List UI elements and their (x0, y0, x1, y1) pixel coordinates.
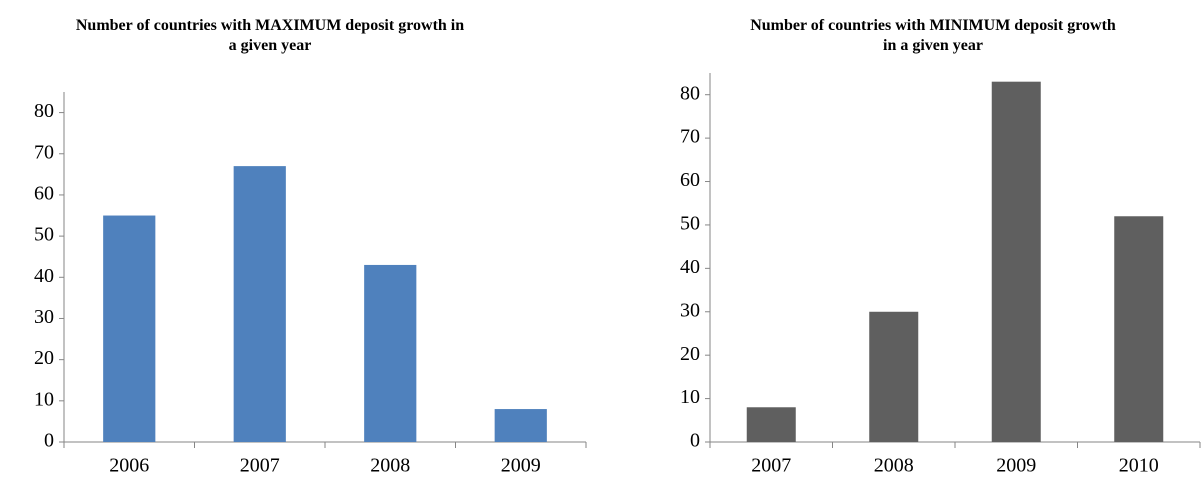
x-tick-label: 2007 (751, 455, 791, 477)
bar (103, 215, 156, 442)
y-tick-label: 10 (680, 386, 700, 408)
y-tick-label: 80 (34, 100, 54, 122)
y-tick-label: 30 (680, 299, 700, 321)
bar (1114, 216, 1164, 442)
y-tick-label: 70 (680, 126, 700, 148)
x-tick-label: 2007 (240, 455, 280, 477)
y-tick-label: 60 (680, 169, 700, 191)
y-tick-label: 40 (34, 265, 54, 287)
x-tick-label: 2009 (996, 455, 1036, 477)
y-tick-label: 50 (34, 224, 54, 246)
y-tick-label: 80 (680, 82, 700, 104)
x-tick-label: 2006 (109, 455, 149, 477)
y-tick-label: 20 (680, 343, 700, 365)
bar (364, 264, 417, 442)
x-tick-label: 2009 (501, 455, 541, 477)
y-tick-label: 30 (34, 306, 54, 328)
bar (746, 407, 796, 442)
chart-title: Number of countries with MINIMUM deposit… (750, 17, 1116, 54)
y-tick-label: 0 (44, 430, 54, 452)
chart-title: Number of countries with MAXIMUM deposit… (75, 17, 465, 54)
y-tick-label: 40 (680, 256, 700, 278)
bar (869, 311, 919, 442)
y-tick-label: 10 (34, 388, 54, 410)
y-tick-label: 60 (34, 183, 54, 205)
x-tick-label: 2008 (370, 455, 410, 477)
y-tick-label: 70 (34, 141, 54, 163)
bar (991, 81, 1041, 443)
y-tick-label: 20 (34, 347, 54, 369)
x-tick-label: 2008 (874, 455, 914, 477)
y-tick-label: 50 (680, 213, 700, 235)
y-tick-label: 0 (690, 430, 700, 452)
x-tick-label: 2010 (1119, 455, 1159, 477)
bar (233, 166, 286, 442)
bar (494, 409, 547, 442)
